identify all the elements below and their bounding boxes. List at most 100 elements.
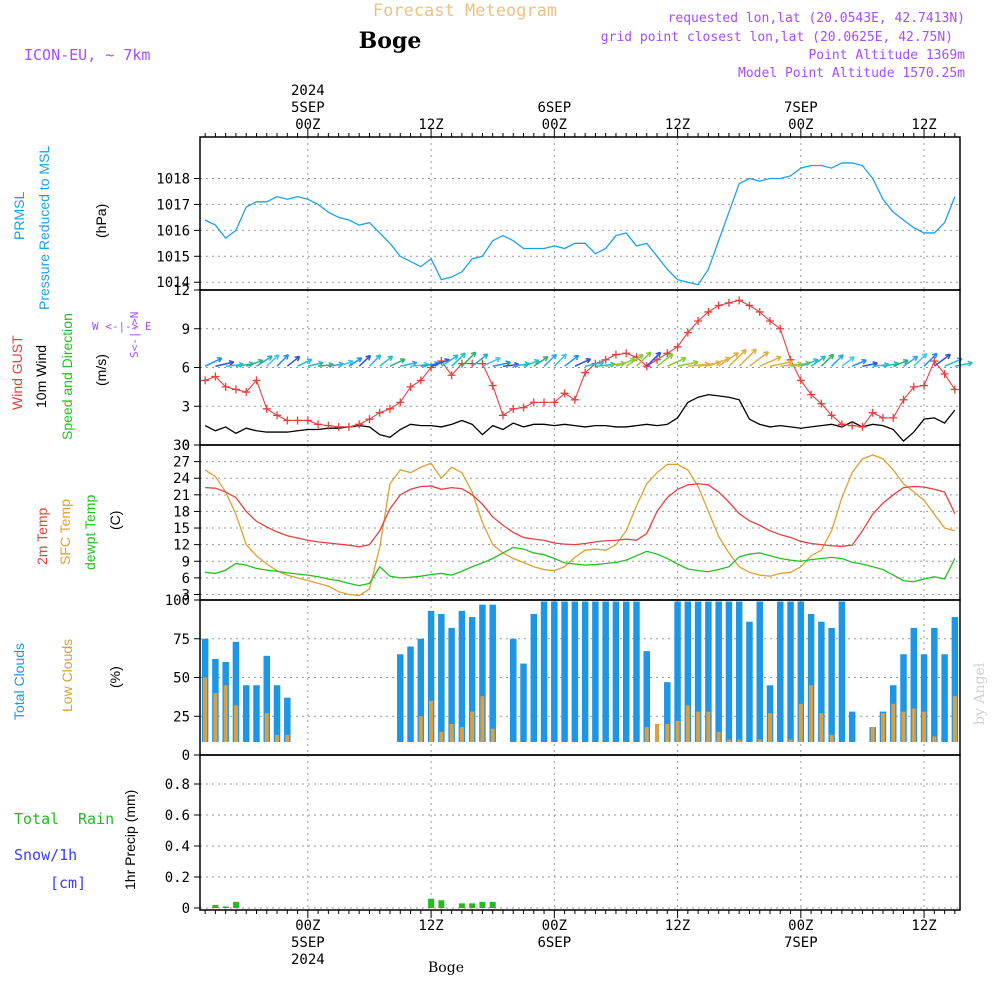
- arrow-head: [482, 353, 489, 360]
- gust-marker: [683, 328, 692, 337]
- total-cloud-bar: [818, 621, 825, 742]
- total-cloud-bar: [438, 613, 445, 742]
- rain-bar: [458, 903, 465, 908]
- arrow-head: [585, 357, 592, 364]
- arrow-head: [787, 359, 793, 366]
- c-unit-label: (C): [107, 511, 123, 530]
- speed-direction-label: Speed and Direction: [59, 313, 75, 440]
- pressure-panel-border: [199, 136, 961, 291]
- gust-marker: [252, 376, 261, 385]
- cloud-tick-label: 100: [165, 593, 190, 609]
- arrow-head: [495, 356, 501, 363]
- total-cloud-bar: [777, 601, 784, 742]
- total-cloud-bar: [674, 601, 681, 742]
- top-time-label: 00Z: [542, 117, 567, 133]
- total-cloud-bar: [705, 601, 712, 742]
- total-cloud-bar: [540, 601, 548, 742]
- precip-unit-label: 1hr Precip (mm): [122, 790, 138, 890]
- total-cloud-bar: [509, 638, 517, 742]
- bottom-time-label: 00Z: [542, 918, 567, 934]
- arrow-head: [751, 348, 757, 355]
- arrow-shaft: [533, 356, 549, 367]
- arrow-shaft: [584, 361, 604, 367]
- arrow-head: [902, 359, 909, 365]
- wind-direction-arrow: [831, 354, 844, 367]
- arrow-head: [266, 355, 273, 361]
- pct-unit-label: (%): [107, 666, 123, 688]
- wind-direction-arrow: [892, 359, 909, 367]
- gust-marker: [529, 398, 538, 407]
- pressure-tick-label: 1016: [156, 223, 190, 239]
- arrow-head: [861, 358, 867, 365]
- footer-station: Boge: [428, 960, 464, 976]
- total-cloud-bar: [242, 685, 250, 742]
- low-cloud-bar: [706, 711, 711, 742]
- arrow-shaft: [430, 358, 450, 367]
- low-cloud-bar: [685, 705, 690, 742]
- temp-panel-border: [199, 444, 961, 601]
- wind-direction-arrow: [728, 348, 747, 367]
- arrow-shaft: [513, 362, 530, 367]
- total-cloud-bar: [828, 627, 835, 742]
- arrow-head: [655, 351, 662, 358]
- gust-marker: [950, 385, 959, 394]
- precip-tick-label: 0.4: [165, 839, 190, 855]
- total-cloud-bar: [941, 654, 948, 742]
- total-cloud-bar: [684, 601, 692, 742]
- precip-tick-label: 0.2: [165, 870, 190, 886]
- snow-label: Snow/1h: [14, 846, 77, 864]
- gust-marker: [560, 389, 569, 398]
- pressure-tick-label: 1018: [156, 171, 190, 187]
- low-cloud-bar: [470, 711, 475, 742]
- gust-marker: [868, 408, 877, 417]
- bottom-time-label: 00Z: [295, 918, 320, 934]
- low-cloud-bar: [911, 708, 916, 742]
- total-cloud-bar: [910, 627, 918, 742]
- arrow-shaft: [368, 354, 382, 367]
- arrow-head: [931, 352, 938, 359]
- wind-direction-arrow: [338, 359, 354, 367]
- ms-unit-label: (m/s): [93, 354, 109, 386]
- wind-direction-arrow: [389, 358, 406, 367]
- total-cloud-bar: [643, 651, 651, 742]
- total-cloud-bar: [807, 613, 815, 742]
- wind-direction-arrow: [635, 351, 652, 367]
- low-cloud-bar: [788, 739, 793, 742]
- total-cloud-bar: [797, 601, 805, 742]
- total-label: Total: [14, 810, 59, 828]
- wind-direction-arrow: [440, 354, 459, 367]
- wind-direction-arrow: [451, 352, 466, 367]
- top-time-label: 00Z: [788, 117, 813, 133]
- wind-direction-arrow: [379, 355, 394, 367]
- arrow-shaft: [841, 356, 855, 367]
- gust-marker: [930, 357, 939, 366]
- gust-marker: [314, 420, 323, 429]
- model-label: ICON-EU, ~ 7km: [24, 46, 150, 64]
- gust-marker: [488, 381, 497, 390]
- arrow-shaft: [204, 357, 223, 367]
- temp-tick-label: 12: [173, 538, 190, 554]
- gust-marker: [735, 296, 744, 305]
- total-cloud-bar: [602, 601, 609, 742]
- wind-direction-arrow: [533, 356, 549, 367]
- bottom-time-label: 00Z: [788, 918, 813, 934]
- arrow-shaft: [225, 363, 244, 367]
- compass-we: W <-|-> E: [92, 320, 152, 333]
- low-cloud-bar: [716, 731, 721, 742]
- arrow-head: [306, 358, 313, 364]
- arrow-shaft: [553, 353, 567, 367]
- compass-sn: S<-|->N: [128, 312, 141, 358]
- temp-tick-label: 24: [173, 471, 190, 487]
- low-cloud-bar: [264, 713, 269, 742]
- arrow-head: [273, 354, 280, 360]
- gust-marker: [273, 411, 282, 420]
- precip-tick-label: 0: [182, 901, 190, 917]
- gust-marker: [673, 342, 682, 351]
- arrow-head: [356, 357, 363, 363]
- total-cloud-bar: [397, 654, 404, 742]
- wind-direction-arrow: [913, 352, 928, 367]
- arrow-head: [452, 354, 459, 361]
- arrow-shaft: [718, 352, 739, 367]
- wind-tick-label: 12: [173, 283, 190, 299]
- bottom-time-label: 12Z: [911, 918, 936, 934]
